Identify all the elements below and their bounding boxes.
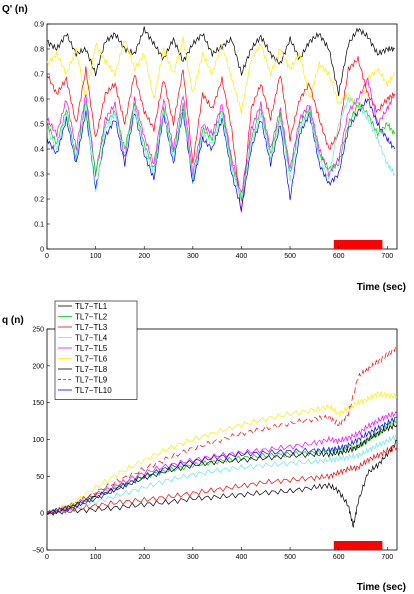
chart-bottom-ylabel: q (n): [2, 315, 24, 326]
series-line: [46, 439, 398, 528]
chart-top: Q' (n) 0 100 200 300 400 500 600 700 0 0.1 0.2 0.3…: [2, 4, 406, 293]
x-tick-label: 100: [90, 253, 102, 260]
chart-bottom-xlabel: Time (sec): [357, 582, 406, 593]
chart-bottom: q (n) 0 100 200 300 400 500 600 700 −5005010015…: [2, 300, 406, 593]
y-tick-label: 100: [32, 437, 44, 444]
x-tick-label: 200: [138, 554, 150, 561]
chart-top-ylabel: Q' (n): [2, 4, 28, 15]
series-line: [46, 96, 395, 199]
x-tick-label: 500: [284, 253, 296, 260]
chart-top-xticks: 0 100 200 300 400 500 600 700: [45, 246, 393, 260]
series-line: [46, 434, 398, 516]
y-tick-label: 0.1: [34, 222, 44, 229]
chart-bottom-series: [46, 344, 398, 528]
chart-top-series: [46, 26, 395, 213]
chart-bottom-xticks: 0 100 200 300 400 500 600 700: [45, 547, 393, 561]
legend-label: TL7−TL9: [75, 376, 108, 385]
x-tick-label: 400: [236, 554, 248, 561]
chart-top-axes: [46, 23, 398, 250]
y-tick-label: 150: [32, 400, 44, 407]
x-tick-label: 100: [90, 554, 102, 561]
y-tick-label: −50: [32, 548, 44, 555]
legend-label: TL7−TL1: [75, 302, 108, 311]
x-tick-label: 0: [45, 253, 49, 260]
legend-label: TL7−TL6: [75, 355, 108, 364]
y-tick-label: 0.3: [34, 172, 44, 179]
y-tick-label: 0: [40, 247, 44, 254]
chart-top-marker-bar: [333, 240, 383, 249]
x-tick-label: 700: [381, 554, 393, 561]
y-tick-label: 0.4: [34, 147, 44, 154]
legend-label: TL7−TL3: [75, 323, 108, 332]
y-tick-label: 200: [32, 363, 44, 370]
legend-label: TL7−TL2: [75, 313, 108, 322]
chart-bottom-yticks: −50 0 50 100 150 200 250: [32, 327, 50, 555]
chart-bottom-marker-bar: [333, 541, 383, 550]
x-tick-label: 300: [187, 253, 199, 260]
y-tick-label: 0.7: [34, 72, 44, 79]
series-line: [46, 410, 398, 515]
x-tick-label: 200: [138, 253, 150, 260]
y-tick-label: 0.6: [34, 97, 44, 104]
legend-label: TL7−TL10: [75, 386, 112, 395]
y-tick-label: 0.8: [34, 47, 44, 54]
y-tick-label: 50: [36, 474, 44, 481]
series-line: [46, 56, 395, 213]
legend-label: TL7−TL4: [75, 334, 108, 343]
plot-frame: [46, 23, 398, 250]
chart-top-xlabel: Time (sec): [357, 282, 406, 293]
legend-box: [54, 300, 138, 400]
x-tick-label: 400: [236, 253, 248, 260]
series-line: [46, 445, 398, 515]
y-tick-label: 0.9: [34, 22, 44, 29]
y-tick-label: 250: [32, 327, 44, 334]
x-tick-label: 300: [187, 554, 199, 561]
x-tick-label: 0: [45, 554, 49, 561]
x-tick-label: 600: [333, 554, 345, 561]
legend-label: TL7−TL5: [75, 344, 108, 353]
series-line: [46, 77, 395, 194]
y-tick-label: 0.2: [34, 197, 44, 204]
y-tick-label: 0.5: [34, 122, 44, 129]
legend-label: TL7−TL8: [75, 365, 108, 374]
series-line: [46, 36, 395, 114]
series-line: [46, 26, 395, 97]
x-tick-label: 500: [284, 554, 296, 561]
chart-top-yticks: 0 0.1 0.2 0.3 0.4 0.5 0.6 0.7 0.8 0.9: [34, 22, 50, 254]
x-tick-label: 700: [381, 253, 393, 260]
x-tick-label: 600: [333, 253, 345, 260]
series-line: [46, 98, 395, 211]
series-line: [46, 422, 398, 516]
series-line: [46, 416, 398, 514]
series-line: [46, 390, 398, 516]
y-tick-label: 0: [40, 511, 44, 518]
series-line: [46, 344, 398, 515]
